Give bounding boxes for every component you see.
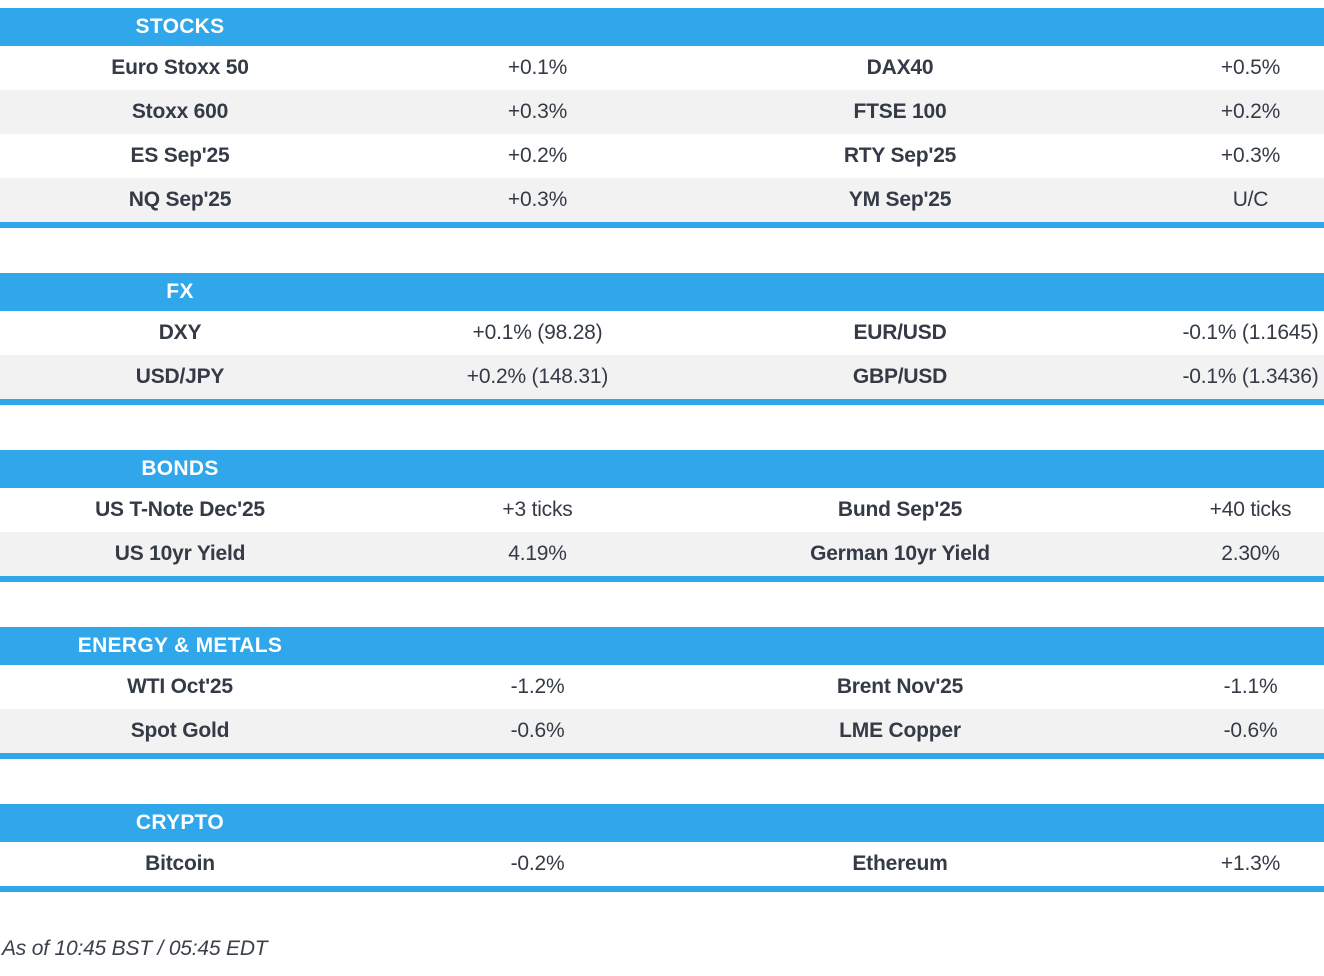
instrument-value: -0.6% <box>510 719 565 742</box>
instrument-value: -0.6% <box>1223 719 1278 742</box>
section-title: STOCKS <box>135 15 225 38</box>
table-row: Spot Gold -0.6% LME Copper -0.6% <box>0 709 1324 753</box>
instrument-value: -1.2% <box>510 675 565 698</box>
instrument-value: +0.2% (148.31) <box>466 365 609 388</box>
instrument-name: Brent Nov'25 <box>836 675 964 698</box>
instrument-name: ES Sep'25 <box>130 144 230 167</box>
instrument-name: Ethereum <box>852 852 948 875</box>
table-row: NQ Sep'25 +0.3% YM Sep'25 U/C <box>0 178 1324 222</box>
instrument-value: -1.1% <box>1223 675 1278 698</box>
section-header: FX <box>0 273 1324 311</box>
section-stocks: STOCKS Euro Stoxx 50 +0.1% DAX40 +0.5% S… <box>0 8 1324 228</box>
instrument-value: -0.1% (1.3436) <box>1182 365 1319 388</box>
section-title: BONDS <box>141 457 219 480</box>
instrument-value: 4.19% <box>508 542 567 565</box>
instrument-name: LME Copper <box>839 719 961 742</box>
table-row: DXY +0.1% (98.28) EUR/USD -0.1% (1.1645) <box>0 311 1324 355</box>
section-title: ENERGY & METALS <box>77 634 283 657</box>
instrument-name: Bund Sep'25 <box>837 498 963 521</box>
instrument-name: WTI Oct'25 <box>127 675 233 698</box>
instrument-value: +0.3% <box>507 188 568 211</box>
instrument-value: +0.3% <box>1220 144 1281 167</box>
instrument-name: RTY Sep'25 <box>843 144 957 167</box>
table-row: US T-Note Dec'25 +3 ticks Bund Sep'25 +4… <box>0 488 1324 532</box>
section-header: BONDS <box>0 450 1324 488</box>
instrument-name: DAX40 <box>866 56 934 79</box>
section-header: STOCKS <box>0 8 1324 46</box>
section-title: FX <box>166 280 194 303</box>
table-row: WTI Oct'25 -1.2% Brent Nov'25 -1.1% <box>0 665 1324 709</box>
instrument-value: -0.2% <box>510 852 565 875</box>
instrument-value: +0.1% <box>507 56 568 79</box>
instrument-name: US T-Note Dec'25 <box>95 498 265 521</box>
instrument-value: +0.2% <box>507 144 568 167</box>
instrument-name: German 10yr Yield <box>810 542 990 565</box>
table-row: USD/JPY +0.2% (148.31) GBP/USD -0.1% (1.… <box>0 355 1324 399</box>
section-title: CRYPTO <box>135 811 225 834</box>
instrument-value: +0.2% <box>1220 100 1281 123</box>
instrument-value: +40 ticks <box>1209 498 1292 521</box>
instrument-name: DXY <box>158 321 202 344</box>
instrument-name: NQ Sep'25 <box>128 188 232 211</box>
instrument-value: +3 ticks <box>502 498 573 521</box>
instrument-name: GBP/USD <box>852 365 948 388</box>
table-row: Stoxx 600 +0.3% FTSE 100 +0.2% <box>0 90 1324 134</box>
instrument-name: Stoxx 600 <box>131 100 229 123</box>
table-row: ES Sep'25 +0.2% RTY Sep'25 +0.3% <box>0 134 1324 178</box>
instrument-name: US 10yr Yield <box>114 542 246 565</box>
section-crypto: CRYPTO Bitcoin -0.2% Ethereum +1.3% <box>0 804 1324 892</box>
section-rows: DXY +0.1% (98.28) EUR/USD -0.1% (1.1645)… <box>0 311 1324 399</box>
instrument-value: -0.1% (1.1645) <box>1182 321 1319 344</box>
section-bonds: BONDS US T-Note Dec'25 +3 ticks Bund Sep… <box>0 450 1324 582</box>
table-row: Bitcoin -0.2% Ethereum +1.3% <box>0 842 1324 886</box>
instrument-value: +0.3% <box>507 100 568 123</box>
instrument-name: Euro Stoxx 50 <box>111 56 249 79</box>
table-row: US 10yr Yield 4.19% German 10yr Yield 2.… <box>0 532 1324 576</box>
section-header: ENERGY & METALS <box>0 627 1324 665</box>
section-rows: Bitcoin -0.2% Ethereum +1.3% <box>0 842 1324 886</box>
instrument-value: +0.5% <box>1220 56 1281 79</box>
section-header: CRYPTO <box>0 804 1324 842</box>
instrument-value: +1.3% <box>1220 852 1281 875</box>
instrument-name: Bitcoin <box>145 852 215 875</box>
timestamp: As of 10:45 BST / 05:45 EDT <box>2 937 268 960</box>
instrument-value: U/C <box>1232 188 1269 211</box>
instrument-name: USD/JPY <box>135 365 225 388</box>
instrument-value: 2.30% <box>1221 542 1280 565</box>
instrument-name: YM Sep'25 <box>848 188 952 211</box>
section-rows: Euro Stoxx 50 +0.1% DAX40 +0.5% Stoxx 60… <box>0 46 1324 222</box>
instrument-name: Spot Gold <box>130 719 230 742</box>
table-row: Euro Stoxx 50 +0.1% DAX40 +0.5% <box>0 46 1324 90</box>
section-energy-metals: ENERGY & METALS WTI Oct'25 -1.2% Brent N… <box>0 627 1324 759</box>
instrument-name: EUR/USD <box>853 321 947 344</box>
instrument-name: FTSE 100 <box>853 100 947 123</box>
section-rows: WTI Oct'25 -1.2% Brent Nov'25 -1.1% Spot… <box>0 665 1324 753</box>
section-fx: FX DXY +0.1% (98.28) EUR/USD -0.1% (1.16… <box>0 273 1324 405</box>
instrument-value: +0.1% (98.28) <box>472 321 603 344</box>
section-rows: US T-Note Dec'25 +3 ticks Bund Sep'25 +4… <box>0 488 1324 576</box>
